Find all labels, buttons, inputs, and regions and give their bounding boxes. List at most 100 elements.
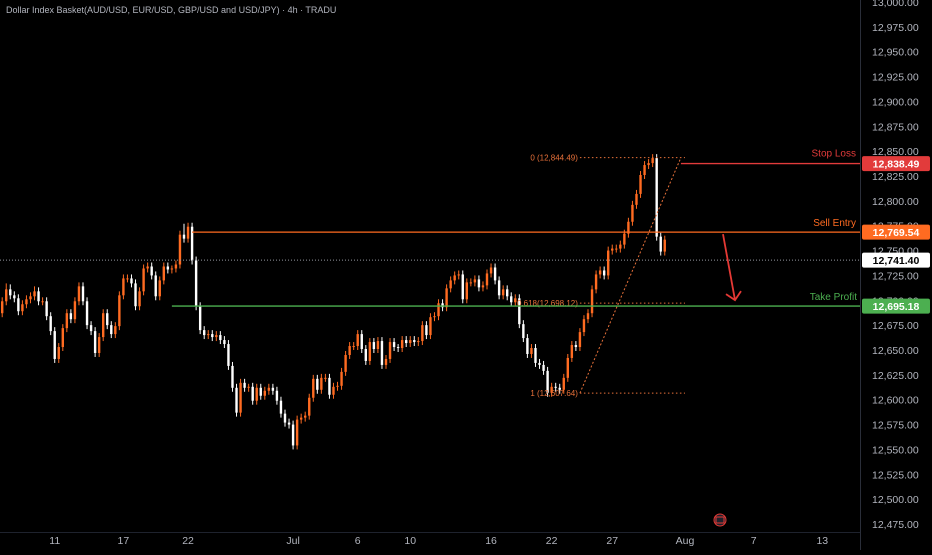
time-tick-label: 17 (118, 535, 130, 547)
candle-body (312, 378, 315, 398)
price-tick-label: 12,900.00 (872, 96, 919, 108)
candle-body (170, 268, 174, 270)
candle-body (368, 342, 372, 361)
price-tick-label: 12,650.00 (872, 345, 919, 357)
candle-body (93, 331, 97, 353)
candle-body (134, 283, 137, 307)
candle-body (182, 234, 186, 239)
fib-trend-line (579, 157, 682, 394)
candle-body (69, 313, 73, 320)
candle-body (469, 282, 473, 284)
candle-body (417, 341, 420, 343)
take-profit-price-tag (862, 298, 930, 314)
candle-body (41, 301, 44, 303)
candle-body (598, 270, 602, 275)
candle-body (655, 158, 658, 237)
candle-body (473, 279, 477, 283)
candle-body (190, 226, 194, 261)
candle-body (158, 280, 161, 297)
candle-body (33, 291, 36, 297)
candle-body (275, 390, 279, 401)
sell-entry-label: Sell Entry (813, 218, 856, 229)
candle-body (409, 340, 412, 344)
time-axis[interactable]: 11 17 22 Jul 6 10 16 22 27 Aug 7 13 (0, 513, 860, 547)
candle-body (501, 289, 505, 296)
candle-body (400, 340, 404, 349)
candle-body (295, 419, 299, 446)
candle-body (602, 270, 606, 276)
candle-body (263, 390, 266, 396)
candle-body (89, 325, 93, 332)
candle-body (198, 306, 202, 331)
candle-body (304, 415, 307, 418)
candle-body (85, 301, 89, 326)
candle-body (421, 325, 424, 342)
candle-body (291, 424, 295, 446)
candle-body (239, 382, 242, 413)
candle-body (663, 239, 666, 252)
time-tick-label: Aug (676, 535, 695, 547)
candle-body (53, 331, 56, 359)
candle-body (186, 226, 190, 239)
candle-body (425, 325, 428, 336)
candle-body (45, 301, 48, 317)
candle-body (110, 325, 113, 335)
candle-body (445, 288, 448, 308)
calendar-event-icon (713, 513, 727, 527)
candle-body (178, 234, 182, 265)
price-tick-label: 12,675.00 (872, 320, 919, 332)
take-profit-label: Take Profit (810, 292, 857, 303)
candle-body (61, 328, 64, 348)
candle-body (607, 250, 610, 276)
price-tick-label: 12,725.00 (872, 270, 919, 282)
candle-body (647, 163, 650, 166)
candle-body (5, 289, 8, 302)
candle-body (223, 340, 226, 345)
time-tick-label: 13 (816, 535, 828, 547)
price-tick-label: 12,975.00 (872, 22, 919, 34)
candle-body (207, 334, 210, 336)
time-tick-label: 22 (546, 535, 558, 547)
candle-body (651, 158, 654, 164)
take-profit-price-tag-text: 12,695.18 (873, 301, 920, 313)
candle-body (461, 274, 464, 300)
candle-body (126, 278, 129, 280)
price-tick-label: 13,000.00 (872, 0, 919, 9)
candle-body (299, 417, 303, 420)
candle-body (372, 342, 376, 350)
candle-body (506, 289, 509, 297)
candle-body (574, 345, 578, 348)
time-tick-label: 11 (49, 535, 60, 547)
candle-body (364, 349, 367, 361)
candle-body (489, 267, 493, 274)
current-price-tag-text: 12,741.40 (873, 255, 920, 267)
candle-body (9, 289, 12, 296)
candles (1, 154, 666, 450)
candle-body (493, 267, 497, 281)
candle-body (194, 260, 198, 307)
price-tick-label: 12,475.00 (872, 519, 919, 531)
candle-body (530, 348, 533, 354)
candle-body (485, 273, 489, 286)
candle-body (324, 377, 327, 379)
price-axis[interactable]: 12,475.00 12,500.00 12,525.00 12,550.00 12,5… (860, 0, 931, 550)
candle-body (396, 347, 400, 349)
candle-body (320, 377, 323, 390)
candle-body (231, 365, 234, 388)
candle-body (582, 319, 586, 333)
candle-body (235, 387, 238, 413)
candle-body (243, 382, 246, 388)
candle-body (1, 301, 4, 314)
candle-body (590, 289, 594, 314)
candle-body (259, 387, 262, 396)
candle-body (510, 296, 513, 303)
time-tick-label: 10 (404, 535, 416, 547)
candle-body (267, 387, 271, 391)
candle-body (174, 264, 178, 269)
candle-body (162, 266, 165, 281)
calendar-event-icon-glyph (715, 516, 725, 524)
time-tick-label: 6 (355, 535, 361, 547)
